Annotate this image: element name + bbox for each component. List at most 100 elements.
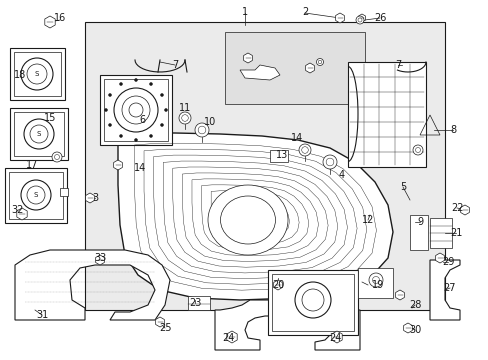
Circle shape <box>108 123 111 126</box>
Text: 23: 23 <box>188 298 201 308</box>
Text: 17: 17 <box>26 160 38 170</box>
Text: 24: 24 <box>328 333 341 343</box>
Text: 14: 14 <box>134 163 146 173</box>
Circle shape <box>357 18 361 22</box>
Text: 27: 27 <box>443 283 455 293</box>
Bar <box>104 79 168 141</box>
Bar <box>269 150 287 162</box>
Polygon shape <box>331 331 342 343</box>
Text: 18: 18 <box>14 70 26 80</box>
Circle shape <box>316 58 323 66</box>
Polygon shape <box>395 290 404 300</box>
Text: 24: 24 <box>222 333 234 343</box>
Circle shape <box>27 186 45 204</box>
Circle shape <box>104 108 107 112</box>
Bar <box>10 108 68 160</box>
Circle shape <box>182 115 188 121</box>
Circle shape <box>298 144 310 156</box>
Circle shape <box>108 94 111 96</box>
Bar <box>14 112 64 156</box>
Text: S: S <box>37 131 41 137</box>
Circle shape <box>368 273 382 287</box>
Circle shape <box>179 112 191 124</box>
Polygon shape <box>155 317 164 327</box>
Circle shape <box>52 152 62 162</box>
Polygon shape <box>118 133 392 300</box>
Circle shape <box>372 276 379 284</box>
Text: S: S <box>34 192 38 198</box>
Text: 12: 12 <box>361 215 373 225</box>
Circle shape <box>122 96 150 124</box>
Circle shape <box>30 125 48 143</box>
Ellipse shape <box>207 185 287 255</box>
Text: 5: 5 <box>399 182 406 192</box>
Circle shape <box>149 135 152 138</box>
Text: 7: 7 <box>171 60 178 70</box>
Text: 16: 16 <box>54 13 66 23</box>
Circle shape <box>24 119 54 149</box>
Text: 3: 3 <box>92 193 98 203</box>
Polygon shape <box>240 65 280 80</box>
Circle shape <box>355 16 363 24</box>
Polygon shape <box>305 63 314 73</box>
Bar <box>5 168 67 223</box>
Circle shape <box>149 82 152 86</box>
Bar <box>14 52 61 96</box>
Text: 15: 15 <box>44 113 56 123</box>
Polygon shape <box>85 193 94 203</box>
Bar <box>347 62 425 167</box>
Text: 20: 20 <box>271 280 284 290</box>
Bar <box>100 75 172 145</box>
Text: 2: 2 <box>301 7 307 17</box>
Circle shape <box>294 282 330 318</box>
Text: 21: 21 <box>449 228 461 238</box>
Text: 1: 1 <box>242 7 247 17</box>
Bar <box>60 188 68 196</box>
Polygon shape <box>17 208 27 220</box>
Text: 13: 13 <box>275 150 287 160</box>
Text: 6: 6 <box>139 115 145 125</box>
Polygon shape <box>358 14 365 22</box>
Bar <box>409 215 427 250</box>
Circle shape <box>415 148 420 153</box>
Text: 31: 31 <box>36 310 48 320</box>
Text: 10: 10 <box>203 117 216 127</box>
Text: 25: 25 <box>159 323 171 333</box>
Text: 8: 8 <box>449 125 455 135</box>
Text: 22: 22 <box>450 203 462 213</box>
Bar <box>9 172 63 219</box>
Text: 26: 26 <box>373 13 386 23</box>
Circle shape <box>21 180 51 210</box>
Circle shape <box>302 289 324 311</box>
Ellipse shape <box>220 196 275 244</box>
Text: 4: 4 <box>338 170 345 180</box>
Polygon shape <box>335 13 344 23</box>
Text: 32: 32 <box>12 205 24 215</box>
Circle shape <box>198 126 205 134</box>
Text: 29: 29 <box>441 257 453 267</box>
Polygon shape <box>226 331 237 343</box>
Bar <box>10 48 65 100</box>
Polygon shape <box>460 205 468 215</box>
Text: 19: 19 <box>371 280 384 290</box>
Circle shape <box>301 147 307 153</box>
Text: 33: 33 <box>94 253 106 263</box>
Circle shape <box>412 145 422 155</box>
Text: 9: 9 <box>416 217 422 227</box>
Circle shape <box>134 139 137 141</box>
Polygon shape <box>273 280 282 290</box>
Bar <box>267 270 357 335</box>
Circle shape <box>54 154 60 159</box>
Circle shape <box>119 82 122 86</box>
Circle shape <box>160 94 163 96</box>
Circle shape <box>325 158 333 166</box>
Polygon shape <box>113 160 122 170</box>
Circle shape <box>195 123 208 137</box>
Bar <box>224 32 364 104</box>
Polygon shape <box>429 260 459 320</box>
Circle shape <box>134 78 137 81</box>
Circle shape <box>318 60 321 64</box>
Text: S: S <box>35 71 39 77</box>
Circle shape <box>323 155 336 169</box>
Text: 30: 30 <box>408 325 420 335</box>
